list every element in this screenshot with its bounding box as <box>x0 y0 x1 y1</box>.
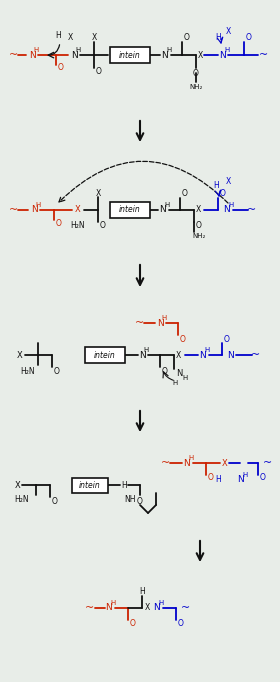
Text: NH₂: NH₂ <box>192 233 206 239</box>
Text: O: O <box>162 366 168 376</box>
FancyBboxPatch shape <box>85 347 125 363</box>
Text: H: H <box>55 31 61 40</box>
Text: H: H <box>164 202 170 208</box>
Text: O: O <box>137 496 143 505</box>
Text: N: N <box>153 604 159 612</box>
Text: X: X <box>225 177 231 186</box>
Text: N: N <box>219 50 225 59</box>
Text: O: O <box>182 190 188 198</box>
Text: ~: ~ <box>161 458 171 468</box>
Text: O: O <box>180 334 186 344</box>
Text: H: H <box>215 33 221 42</box>
Text: N: N <box>106 604 112 612</box>
Text: H: H <box>158 600 164 606</box>
Text: X: X <box>67 33 73 42</box>
Text: ~: ~ <box>9 50 19 60</box>
Text: O: O <box>220 190 226 198</box>
Text: ~: ~ <box>247 205 257 215</box>
Text: X: X <box>75 205 81 215</box>
Text: intein: intein <box>119 50 141 59</box>
Text: N: N <box>71 50 77 59</box>
Text: intein: intein <box>79 481 101 490</box>
Text: ~: ~ <box>85 603 95 613</box>
Text: O: O <box>52 496 58 505</box>
Text: N: N <box>157 318 163 327</box>
Text: H₂N: H₂N <box>21 366 35 376</box>
Text: X: X <box>225 27 231 37</box>
Text: H: H <box>143 347 149 353</box>
Text: H₂N: H₂N <box>71 222 85 231</box>
Text: O: O <box>96 68 102 76</box>
Text: N: N <box>176 368 182 378</box>
Text: ~: ~ <box>258 50 268 60</box>
FancyBboxPatch shape <box>110 202 150 218</box>
FancyBboxPatch shape <box>72 477 108 492</box>
Text: O: O <box>184 33 190 42</box>
Text: X: X <box>17 351 23 359</box>
Text: N: N <box>162 50 168 59</box>
Text: O: O <box>193 68 199 78</box>
Text: X: X <box>175 351 181 359</box>
Text: H: H <box>139 587 145 595</box>
Text: H: H <box>35 202 41 208</box>
Text: O: O <box>58 63 64 72</box>
Text: ~: ~ <box>135 318 145 328</box>
Text: O: O <box>196 222 202 231</box>
Text: H: H <box>110 600 116 606</box>
Text: O: O <box>178 619 184 629</box>
Text: ~: ~ <box>181 603 191 613</box>
Text: ~: ~ <box>263 458 273 468</box>
Text: X: X <box>91 33 97 42</box>
Text: X: X <box>95 188 101 198</box>
Text: H: H <box>242 472 248 478</box>
Text: H: H <box>161 315 167 321</box>
Text: O: O <box>100 222 106 231</box>
Text: X: X <box>222 458 228 467</box>
Text: H: H <box>75 47 81 53</box>
Text: N: N <box>237 475 243 484</box>
Text: H: H <box>204 347 210 353</box>
Text: ~: ~ <box>251 350 261 360</box>
Text: H: H <box>172 380 178 386</box>
Text: N: N <box>160 205 166 215</box>
FancyBboxPatch shape <box>110 47 150 63</box>
Text: O: O <box>130 619 136 629</box>
Text: N: N <box>199 351 205 359</box>
Text: H: H <box>224 47 230 53</box>
Text: O: O <box>56 220 62 228</box>
Text: X: X <box>195 205 201 215</box>
Text: O: O <box>54 366 60 376</box>
Text: O: O <box>208 473 214 482</box>
Text: O: O <box>246 33 252 42</box>
Text: N: N <box>31 205 37 215</box>
Text: N: N <box>139 351 145 359</box>
Text: H₂N: H₂N <box>15 494 29 503</box>
Text: H: H <box>121 481 127 490</box>
Text: X: X <box>15 481 21 490</box>
Text: O: O <box>260 473 266 482</box>
Text: H: H <box>182 375 188 381</box>
Text: NH₂: NH₂ <box>189 84 203 90</box>
Text: H: H <box>33 47 39 53</box>
Text: H: H <box>213 181 219 190</box>
Text: H: H <box>188 455 194 461</box>
Text: NH: NH <box>124 494 136 503</box>
Text: N: N <box>223 205 229 215</box>
Text: N: N <box>29 50 35 59</box>
Text: X: X <box>144 604 150 612</box>
Text: X: X <box>197 50 203 59</box>
Text: ~: ~ <box>9 205 19 215</box>
Text: intein: intein <box>119 205 141 215</box>
Text: N: N <box>183 458 189 467</box>
Text: H: H <box>166 47 172 53</box>
Text: intein: intein <box>94 351 116 359</box>
Text: O: O <box>224 334 230 344</box>
Text: H: H <box>215 475 221 484</box>
Text: N: N <box>227 351 233 359</box>
Text: H: H <box>228 202 234 208</box>
